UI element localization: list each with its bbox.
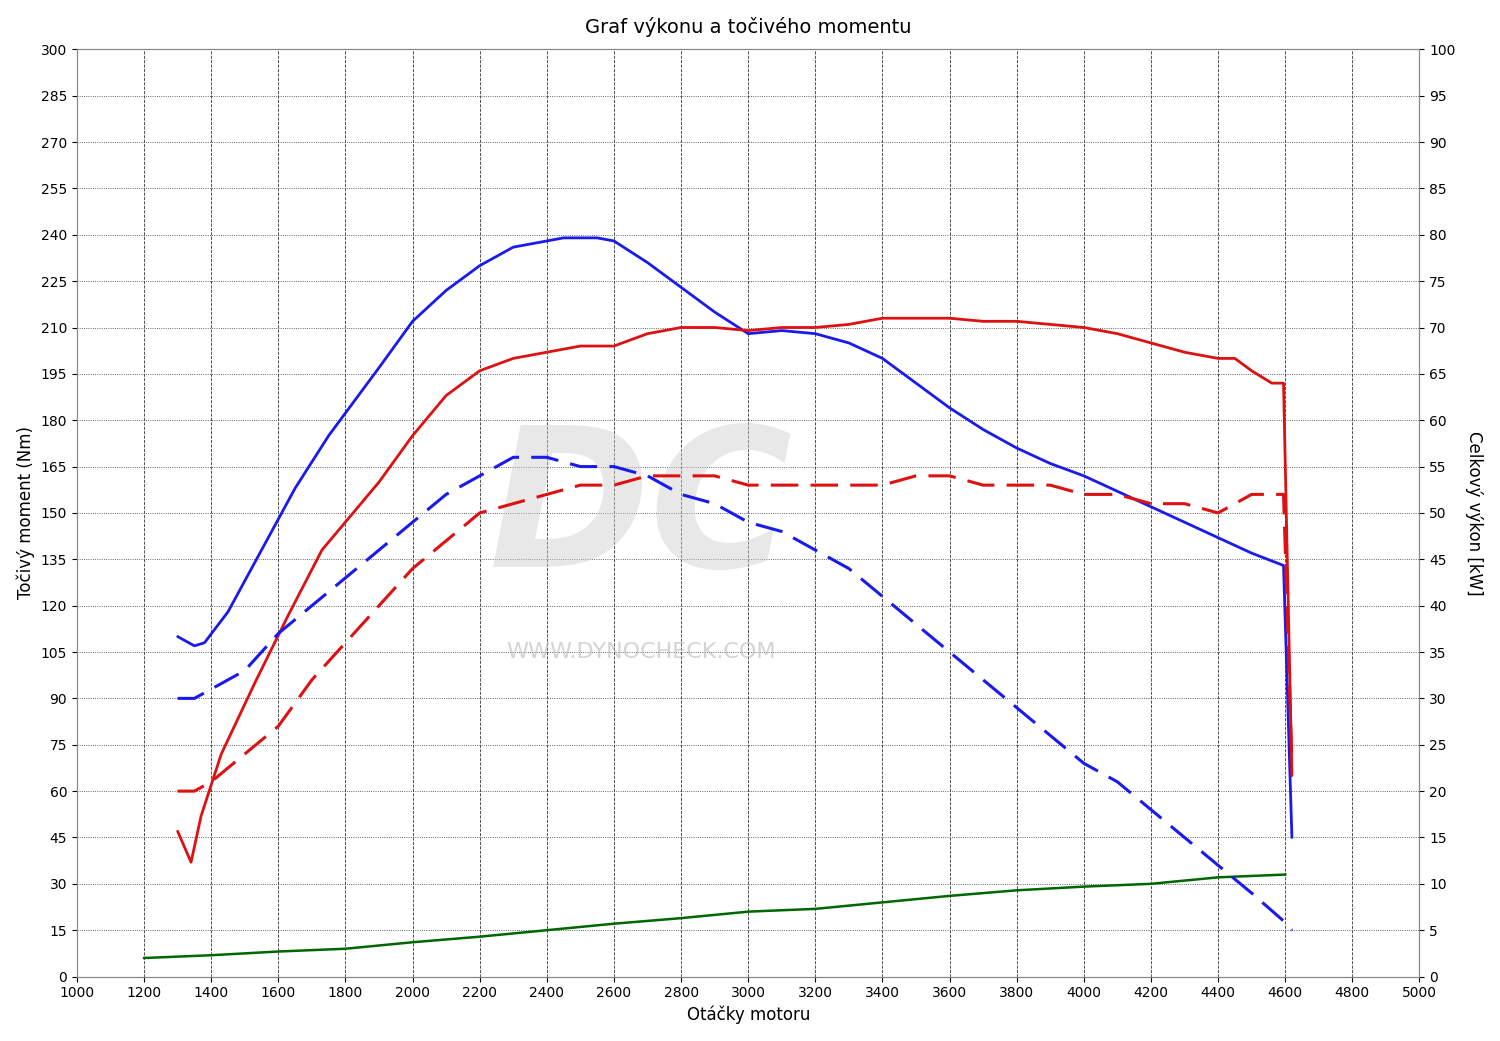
Title: Graf výkonu a točivého momentu: Graf výkonu a točivého momentu (585, 17, 912, 36)
Y-axis label: Celkový výkon [kW]: Celkový výkon [kW] (1466, 431, 1484, 595)
Y-axis label: Točivý moment (Nm): Točivý moment (Nm) (16, 427, 34, 600)
Text: DC: DC (489, 418, 794, 607)
X-axis label: Otáčky motoru: Otáčky motoru (687, 1006, 810, 1024)
Text: WWW.DYNOCHECK.COM: WWW.DYNOCHECK.COM (506, 642, 776, 662)
